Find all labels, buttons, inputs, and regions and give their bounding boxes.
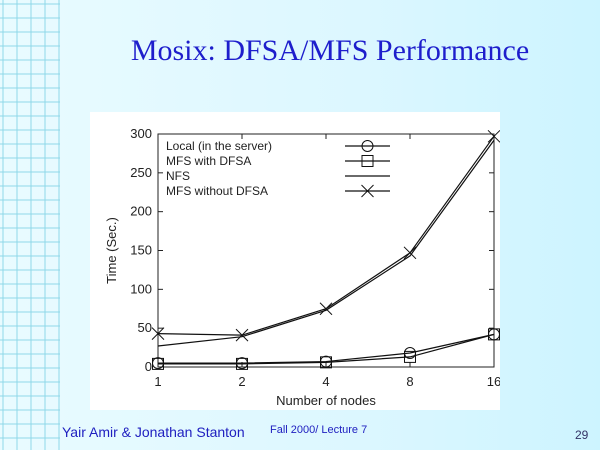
legend-label: MFS with DFSA [166, 154, 251, 168]
legend-label: MFS without DFSA [166, 184, 268, 198]
legend-label: NFS [166, 169, 190, 183]
x-axis-label: Number of nodes [276, 393, 376, 408]
series-square [152, 328, 500, 370]
y-tick-label: 250 [130, 165, 152, 180]
series-line [158, 333, 495, 365]
slide-title: Mosix: DFSA/MFS Performance [130, 34, 530, 67]
x-marker [487, 129, 501, 143]
square-marker [152, 357, 164, 370]
legend-label: Local (in the server) [166, 139, 272, 153]
x-marker [319, 302, 333, 316]
x-tick-label: 1 [154, 374, 161, 389]
decorative-grid [0, 0, 60, 450]
slide-number: 29 [575, 428, 589, 442]
y-tick-label: 100 [130, 281, 152, 296]
footer-authors: Yair Amir & Jonathan Stanton [62, 424, 245, 440]
x-marker [151, 327, 165, 340]
series-x [151, 129, 501, 342]
plot-frame [157, 133, 495, 368]
square-marker [361, 155, 374, 167]
square-marker [404, 350, 416, 363]
x-tick-label: 2 [238, 374, 245, 389]
x-tick-label: 16 [487, 374, 500, 389]
series-line [158, 333, 495, 364]
x-marker [403, 246, 417, 260]
y-tick-label: 0 [145, 359, 152, 374]
y-tick-label: 200 [130, 204, 152, 219]
series-none [157, 139, 495, 347]
x-tick-label: 4 [322, 374, 329, 389]
y-tick-label: 150 [130, 243, 152, 258]
x-marker [361, 184, 374, 198]
y-axis-label: Time (Sec.) [104, 217, 119, 284]
footer-course: Fall 2000/ Lecture 7 [270, 424, 368, 436]
series-line [157, 139, 495, 347]
legend: Local (in the server)MFS with DFSANFSMFS… [166, 139, 390, 198]
circle-marker [361, 140, 374, 152]
square-marker [320, 356, 332, 369]
performance-chart: 0 50 100 150 200 250 300 1 2 4 8 16 Number of nodes T… [104, 126, 501, 408]
chart-panel: 0 50 100 150 200 250 300 1 2 4 8 16 Number of nodes T… [90, 112, 501, 410]
x-tick-label: 8 [406, 374, 413, 389]
square-marker [236, 357, 248, 370]
square-marker [488, 328, 500, 341]
y-tick-label: 300 [130, 126, 152, 141]
y-tick-label: 50 [138, 320, 152, 335]
x-marker [235, 328, 249, 342]
